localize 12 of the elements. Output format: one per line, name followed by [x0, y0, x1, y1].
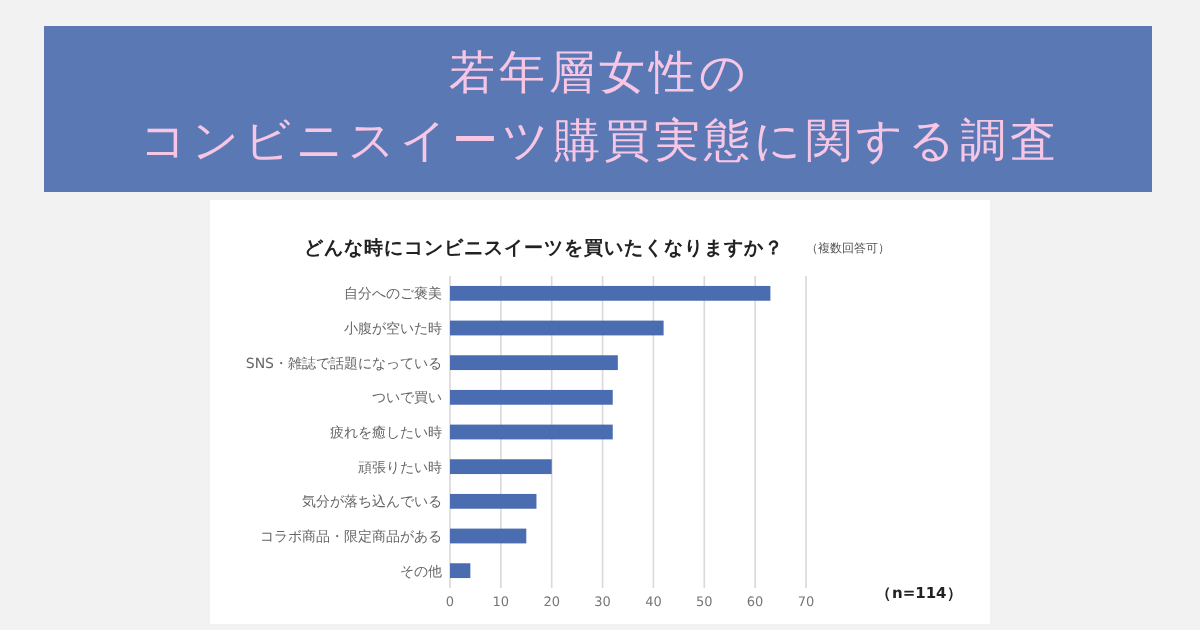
chart-title: 若年層女性の [449, 48, 751, 100]
bar [450, 493, 537, 509]
chart-subtitle: コンビニスイーツ購買実態に関する調査 [140, 116, 1060, 168]
bar [450, 528, 527, 544]
bar [450, 285, 771, 301]
bar [450, 320, 664, 336]
bar [450, 459, 552, 475]
text: どんな時にコンビニスイーツを買いたくなりますか？ [304, 236, 784, 260]
bar [450, 389, 613, 405]
bar [450, 424, 613, 440]
bar [450, 355, 618, 371]
bar [450, 563, 471, 579]
